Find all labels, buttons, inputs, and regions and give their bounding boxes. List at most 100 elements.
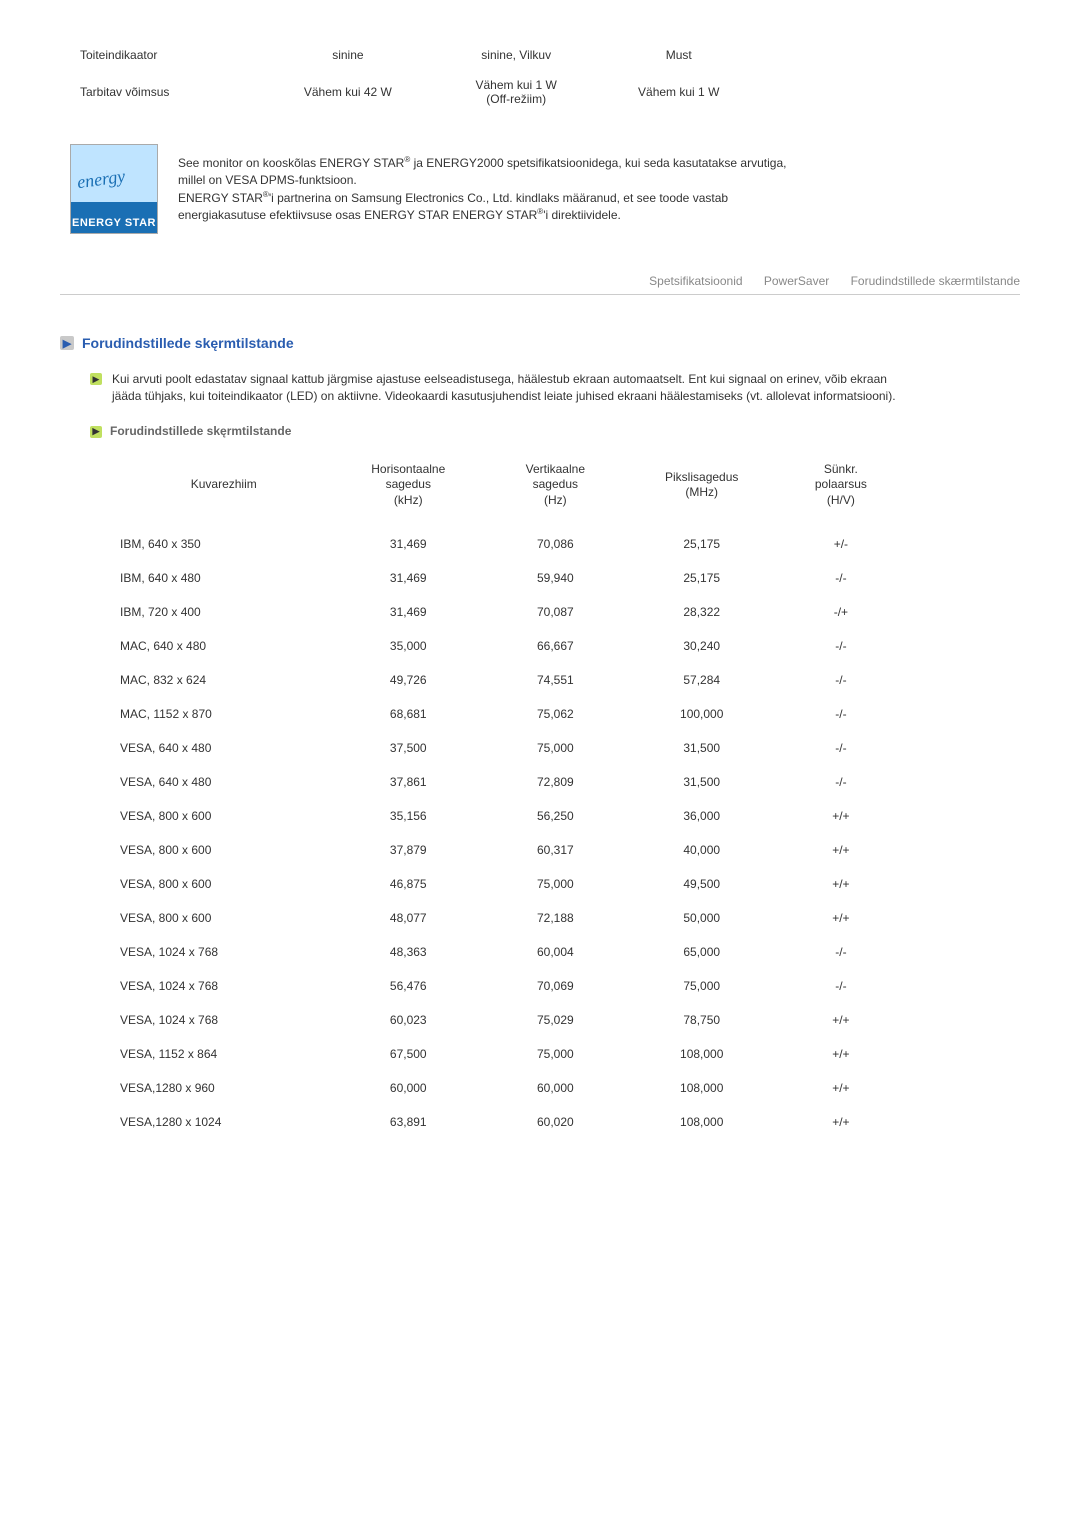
arrow-icon: ▶ (90, 426, 102, 438)
cell-sync: +/+ (782, 1003, 900, 1037)
cell-sync: -/- (782, 561, 900, 595)
cell-mode: VESA,1280 x 960 (120, 1071, 328, 1105)
cell-vfreq: 60,000 (489, 1071, 622, 1105)
cell-hfreq: 35,156 (328, 799, 490, 833)
cell-pixel: 57,284 (622, 663, 782, 697)
cell-pixel: 75,000 (622, 969, 782, 1003)
row-label: Toiteindikaator (60, 40, 261, 70)
cell-sync: +/+ (782, 799, 900, 833)
cell-pixel: 28,322 (622, 595, 782, 629)
table-row: IBM, 640 x 35031,46970,08625,175+/- (120, 527, 900, 561)
cell-sync: -/- (782, 935, 900, 969)
table-row: VESA, 640 x 48037,86172,80931,500-/- (120, 765, 900, 799)
cell: Vähem kui 1 W (Off-režiim) (435, 70, 598, 114)
cell-pixel: 50,000 (622, 901, 782, 935)
cell-hfreq: 68,681 (328, 697, 490, 731)
table-row: IBM, 640 x 48031,46959,94025,175-/- (120, 561, 900, 595)
cell-hfreq: 37,861 (328, 765, 490, 799)
cell-vfreq: 75,000 (489, 867, 622, 901)
cell-sync: -/- (782, 731, 900, 765)
energy-star-block: energy ENERGY STAR See monitor on kooskõ… (70, 144, 1020, 234)
cell-mode: IBM, 720 x 400 (120, 595, 328, 629)
tab-row: Spetsifikatsioonid PowerSaver Forudindst… (60, 274, 1020, 295)
table-row: MAC, 832 x 62449,72674,55157,284-/- (120, 663, 900, 697)
cell-hfreq: 37,500 (328, 731, 490, 765)
cell-pixel: 25,175 (622, 561, 782, 595)
cell-mode: VESA, 1024 x 768 (120, 969, 328, 1003)
table-row: VESA, 1024 x 76848,36360,00465,000-/- (120, 935, 900, 969)
energy-star-script: energy (76, 166, 127, 194)
cell-vfreq: 75,062 (489, 697, 622, 731)
table-row: VESA, 1024 x 76856,47670,06975,000-/- (120, 969, 900, 1003)
cell-sync: -/- (782, 765, 900, 799)
energy-star-text: See monitor on kooskõlas ENERGY STAR® ja… (178, 154, 798, 224)
timing-table: Kuvarezhiim Horisontaalne sagedus (kHz) … (120, 452, 900, 1139)
cell-vfreq: 66,667 (489, 629, 622, 663)
cell: Vähem kui 1 W (597, 70, 760, 114)
cell: sinine (261, 40, 435, 70)
cell-hfreq: 31,469 (328, 527, 490, 561)
cell-mode: MAC, 640 x 480 (120, 629, 328, 663)
cell-pixel: 40,000 (622, 833, 782, 867)
cell-vfreq: 74,551 (489, 663, 622, 697)
cell-pixel: 31,500 (622, 765, 782, 799)
cell-pixel: 108,000 (622, 1071, 782, 1105)
arrow-icon: ▶ (90, 373, 102, 385)
cell-hfreq: 31,469 (328, 561, 490, 595)
table-row: MAC, 640 x 48035,00066,66730,240-/- (120, 629, 900, 663)
cell: sinine, Vilkuv (435, 40, 598, 70)
cell-mode: VESA, 800 x 600 (120, 867, 328, 901)
paragraph-text: Kui arvuti poolt edastatav signaal kattu… (112, 371, 910, 406)
cell-vfreq: 70,069 (489, 969, 622, 1003)
cell-hfreq: 48,077 (328, 901, 490, 935)
cell-pixel: 78,750 (622, 1003, 782, 1037)
cell-hfreq: 63,891 (328, 1105, 490, 1139)
cell-pixel: 36,000 (622, 799, 782, 833)
table-row: VESA, 800 x 60046,87575,00049,500+/+ (120, 867, 900, 901)
cell-mode: VESA, 640 x 480 (120, 731, 328, 765)
cell-sync: -/- (782, 969, 900, 1003)
cell-hfreq: 67,500 (328, 1037, 490, 1071)
cell-pixel: 108,000 (622, 1105, 782, 1139)
tab-specs[interactable]: Spetsifikatsioonid (649, 274, 742, 288)
cell-mode: VESA, 800 x 600 (120, 901, 328, 935)
sub-heading-text: Forudindstillede skęrmtilstande (110, 424, 291, 438)
cell-mode: VESA, 1024 x 768 (120, 1003, 328, 1037)
power-specs-table: Toiteindikaator sinine sinine, Vilkuv Mu… (60, 40, 760, 114)
cell-vfreq: 72,809 (489, 765, 622, 799)
table-row: VESA, 1152 x 86467,50075,000108,000+/+ (120, 1037, 900, 1071)
cell: Must (597, 40, 760, 70)
cell-hfreq: 48,363 (328, 935, 490, 969)
cell-sync: +/+ (782, 867, 900, 901)
cell-pixel: 49,500 (622, 867, 782, 901)
table-row: Toiteindikaator sinine sinine, Vilkuv Mu… (60, 40, 760, 70)
table-row: VESA, 800 x 60035,15656,25036,000+/+ (120, 799, 900, 833)
table-row: VESA, 640 x 48037,50075,00031,500-/- (120, 731, 900, 765)
row-label: Tarbitav võimsus (60, 70, 261, 114)
cell-hfreq: 60,000 (328, 1071, 490, 1105)
tab-powersaver[interactable]: PowerSaver (764, 274, 829, 288)
cell-mode: MAC, 832 x 624 (120, 663, 328, 697)
intro-paragraph: ▶ Kui arvuti poolt edastatav signaal kat… (90, 371, 910, 406)
cell-vfreq: 60,004 (489, 935, 622, 969)
col-vfreq: Vertikaalne sagedus (Hz) (489, 452, 622, 527)
cell: Vähem kui 42 W (261, 70, 435, 114)
tab-preset-modes[interactable]: Forudindstillede skærmtilstande (851, 274, 1020, 288)
cell-hfreq: 37,879 (328, 833, 490, 867)
cell-vfreq: 75,000 (489, 731, 622, 765)
table-row: VESA, 800 x 60048,07772,18850,000+/+ (120, 901, 900, 935)
cell-vfreq: 60,020 (489, 1105, 622, 1139)
cell-hfreq: 35,000 (328, 629, 490, 663)
energy-star-band: ENERGY STAR (71, 213, 157, 233)
cell-vfreq: 72,188 (489, 901, 622, 935)
table-row: VESA, 1024 x 76860,02375,02978,750+/+ (120, 1003, 900, 1037)
cell-pixel: 108,000 (622, 1037, 782, 1071)
cell-sync: -/- (782, 663, 900, 697)
cell-vfreq: 75,029 (489, 1003, 622, 1037)
cell-vfreq: 70,087 (489, 595, 622, 629)
cell-pixel: 25,175 (622, 527, 782, 561)
cell-hfreq: 49,726 (328, 663, 490, 697)
cell-sync: +/+ (782, 1071, 900, 1105)
cell-mode: VESA, 1024 x 768 (120, 935, 328, 969)
cell-pixel: 65,000 (622, 935, 782, 969)
